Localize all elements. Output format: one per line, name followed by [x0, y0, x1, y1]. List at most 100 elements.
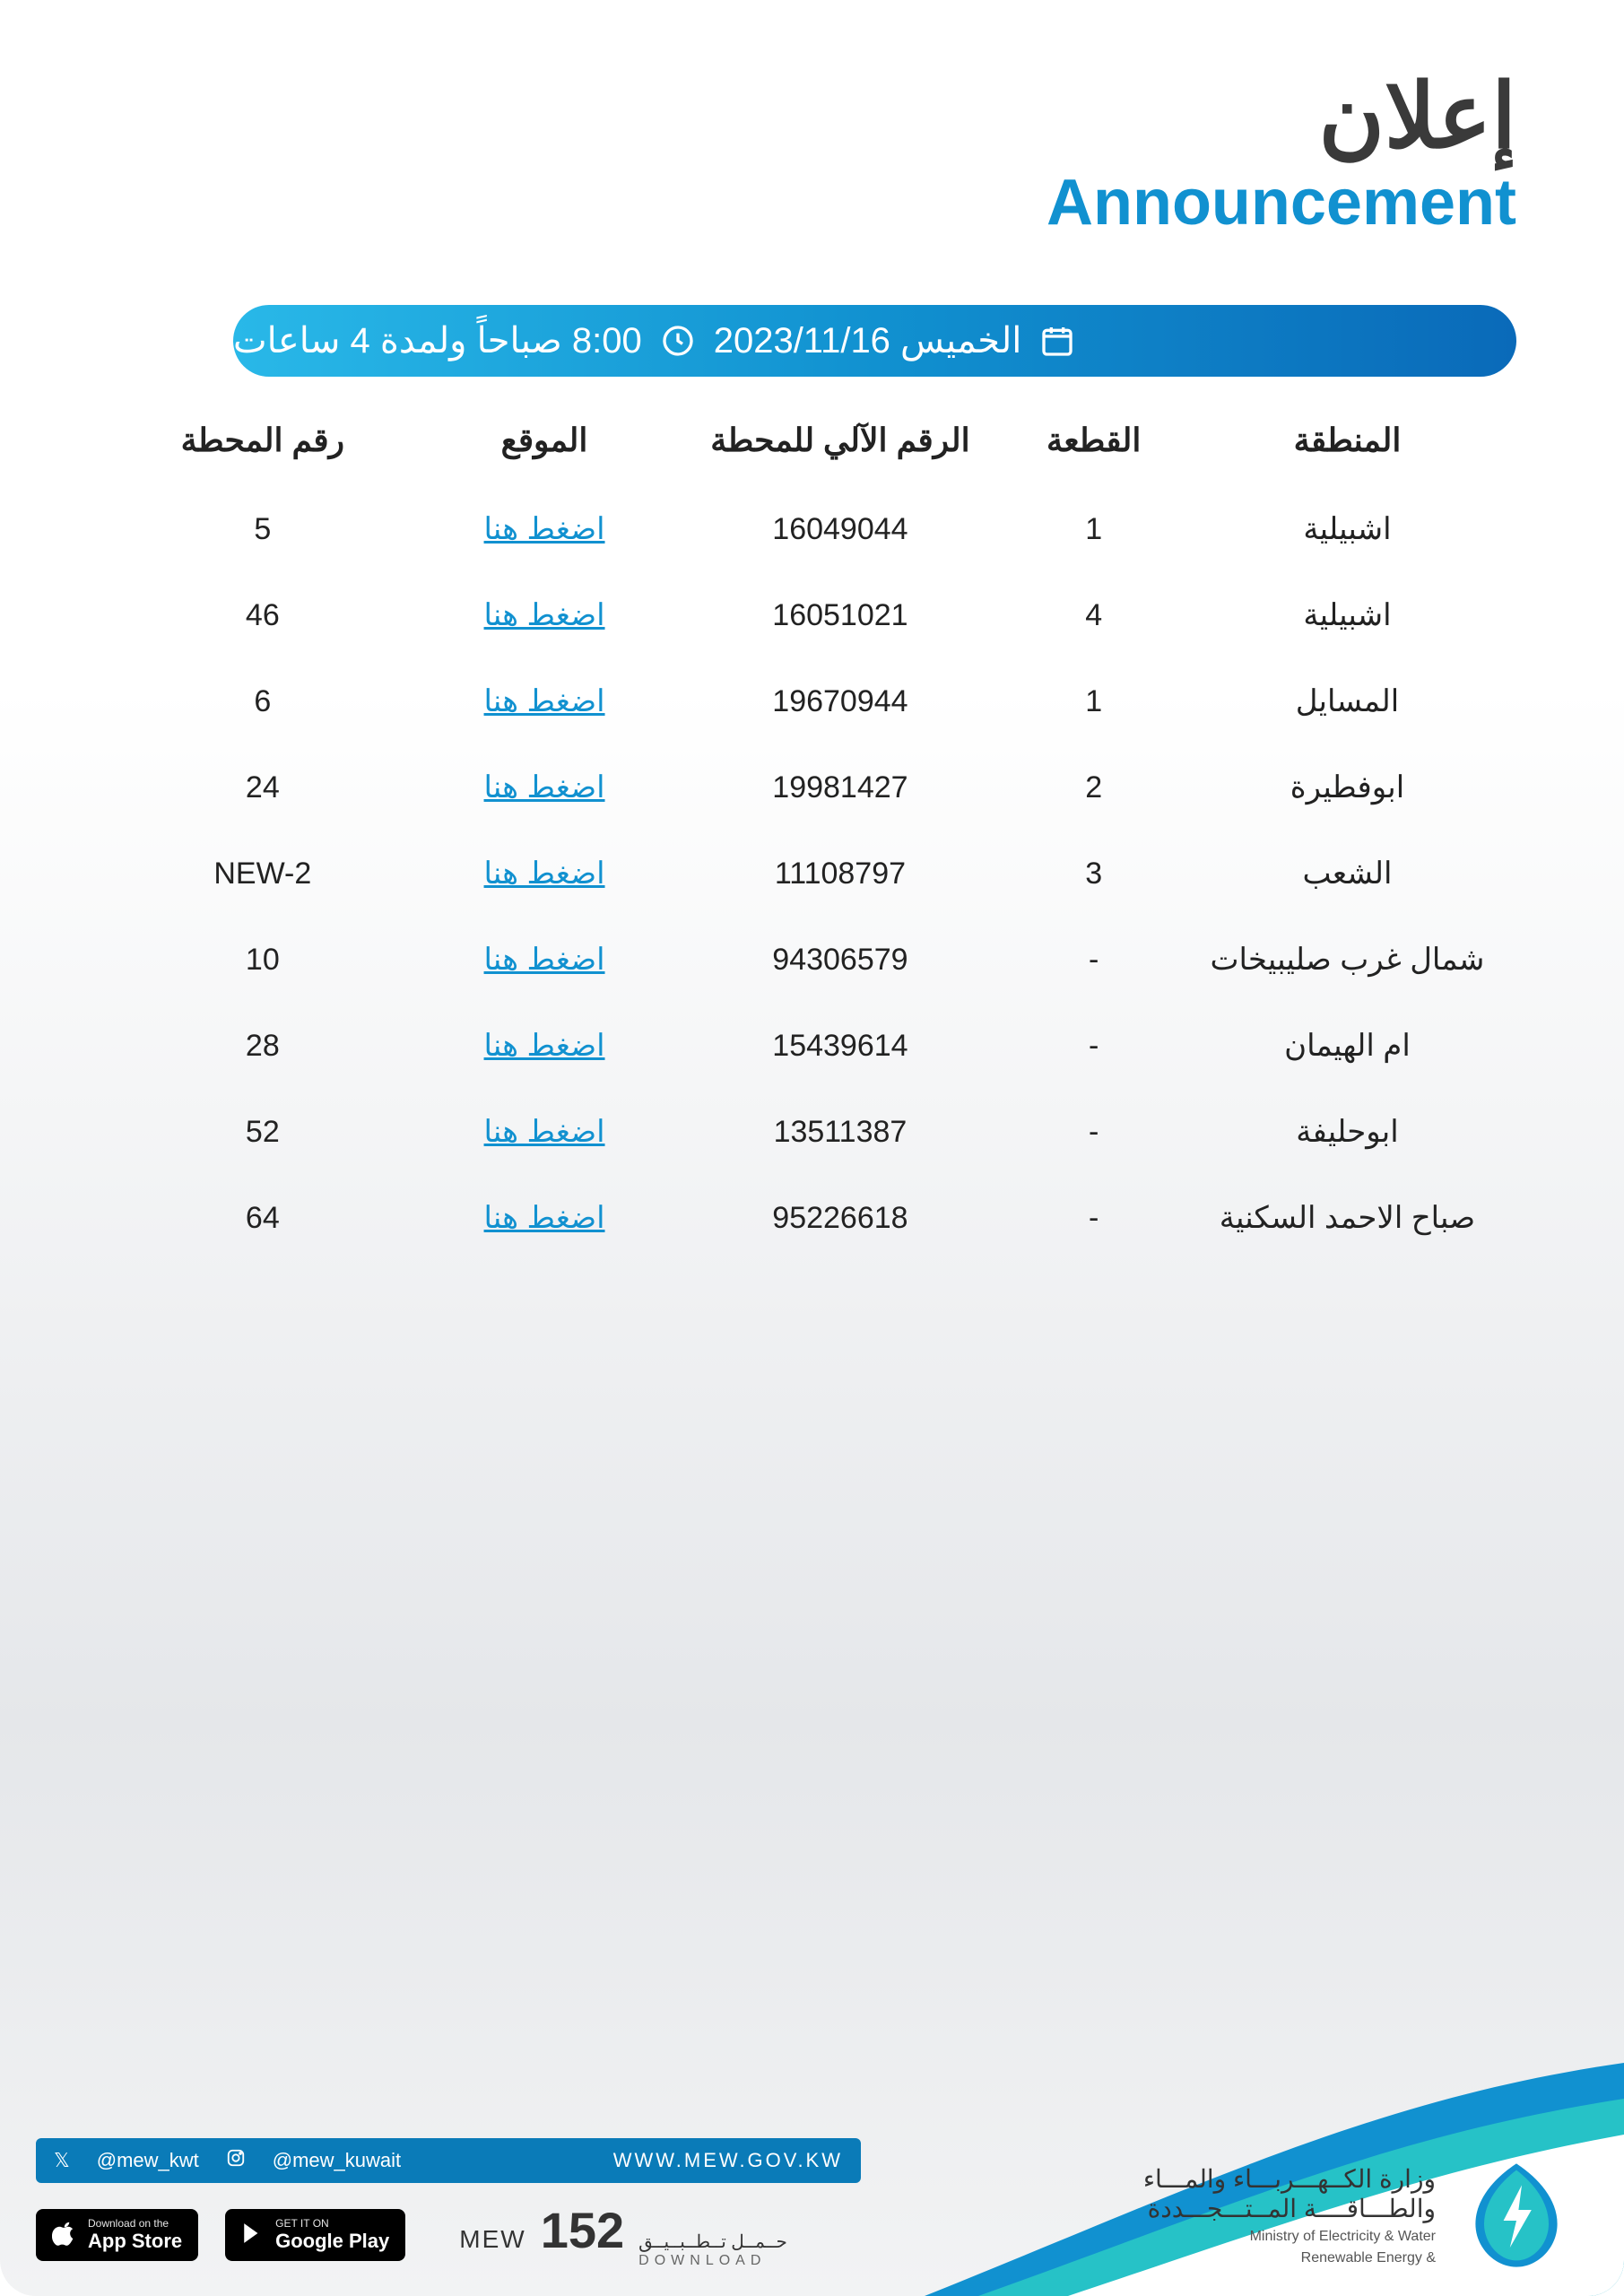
cell-location: اضغط هنا	[418, 744, 672, 831]
cell-block: 2	[1009, 744, 1178, 831]
cell-block: -	[1009, 1175, 1178, 1261]
cell-auto-no: 16051021	[671, 572, 1009, 658]
cell-area: الشعب	[1178, 831, 1516, 917]
location-link[interactable]: اضغط هنا	[484, 1029, 605, 1063]
table-row: اشبيلية416051021اضغط هنا46	[108, 572, 1516, 658]
cell-station-no: NEW-2	[108, 831, 418, 917]
time-label: 8:00 صباحاً ولمدة 4 ساعات	[233, 320, 642, 361]
announcement-page: إعلان Announcement الخميس 2023/11/16 8:0…	[0, 0, 1624, 2296]
title-ar: إعلان	[1046, 72, 1516, 161]
cell-station-no: 46	[108, 572, 418, 658]
outage-table-area: المنطقة القطعة الرقم الآلي للمحطة الموقع…	[108, 404, 1516, 1261]
cell-location: اضغط هنا	[418, 572, 672, 658]
cell-area: ام الهيمان	[1178, 1003, 1516, 1089]
store-row: Download on the App Store GET IT ON Goog…	[36, 2201, 861, 2269]
table-row: صباح الاحمد السكنية-95226618 اضغط هنا 64	[108, 1175, 1516, 1261]
ministry-ar-1: وزارة الكــهـــربـــاء والمـــاء	[1143, 2164, 1436, 2194]
cell-area: ابوفطيرة	[1178, 744, 1516, 831]
cell-auto-no: 19670944	[671, 658, 1009, 744]
download-en: DOWNLOAD	[638, 2253, 766, 2269]
cell-auto-no: 16049044	[671, 486, 1009, 572]
mew-label: MEW	[459, 2225, 525, 2254]
mew-app-block: حــمــل تــطــبــيــق DOWNLOAD 152 MEW	[459, 2201, 787, 2269]
cell-station-no: 24	[108, 744, 418, 831]
col-station-no: رقم المحطة	[108, 404, 418, 486]
col-location: الموقع	[418, 404, 672, 486]
apple-icon	[52, 2221, 77, 2250]
table-row: ابوفطيرة219981427 اضغط هنا 24	[108, 744, 1516, 831]
cell-location: اضغط هنا	[418, 486, 672, 572]
date-label: الخميس 2023/11/16	[714, 320, 1022, 361]
cell-auto-no: 13511387	[671, 1089, 1009, 1175]
ministry-block: وزارة الكــهـــربـــاء والمـــاء والطـــ…	[1143, 2161, 1570, 2269]
cell-block: -	[1009, 917, 1178, 1003]
col-block: القطعة	[1009, 404, 1178, 486]
table-row: الشعب311108797 اضغط هنا NEW-2	[108, 831, 1516, 917]
location-link[interactable]: اضغط هنا	[484, 857, 605, 891]
x-icon: 𝕏	[54, 2149, 70, 2172]
cell-area: صباح الاحمد السكنية	[1178, 1175, 1516, 1261]
cell-area: شمال غرب صليبيخات	[1178, 917, 1516, 1003]
cell-auto-no: 11108797	[671, 831, 1009, 917]
ministry-en-2: & Renewable Energy	[1143, 2250, 1436, 2266]
ministry-ar-2: والطـــاقــــة المــتـــجـــددة	[1143, 2194, 1436, 2223]
cell-block: -	[1009, 1003, 1178, 1089]
cell-auto-no: 15439614	[671, 1003, 1009, 1089]
cell-location: اضغط هنا	[418, 1089, 672, 1175]
cell-station-no: 64	[108, 1175, 418, 1261]
ministry-logo-icon	[1463, 2161, 1570, 2269]
table-row: اشبيلية116049044 اضغط هنا 5	[108, 486, 1516, 572]
playstore-small: GET IT ON	[275, 2218, 389, 2230]
title-en: Announcement	[1046, 170, 1516, 235]
outage-table: المنطقة القطعة الرقم الآلي للمحطة الموقع…	[108, 404, 1516, 1261]
cell-block: 3	[1009, 831, 1178, 917]
cell-area: المسايل	[1178, 658, 1516, 744]
col-auto-no: الرقم الآلي للمحطة	[671, 404, 1009, 486]
cell-station-no: 6	[108, 658, 418, 744]
cell-station-no: 5	[108, 486, 418, 572]
page-header: إعلان Announcement	[1046, 72, 1516, 235]
appstore-small: Download on the	[88, 2218, 182, 2230]
table-header-row: المنطقة القطعة الرقم الآلي للمحطة الموقع…	[108, 404, 1516, 486]
cell-block: 1	[1009, 486, 1178, 572]
ministry-en-1: Ministry of Electricity & Water	[1143, 2229, 1436, 2245]
cell-area: ابوحليفة	[1178, 1089, 1516, 1175]
appstore-big: App Store	[88, 2231, 182, 2252]
location-link[interactable]: اضغط هنا	[484, 1115, 605, 1149]
calendar-icon	[1039, 323, 1075, 359]
playstore-big: Google Play	[275, 2231, 389, 2252]
location-link[interactable]: اضغط هنا	[484, 598, 605, 632]
table-row: شمال غرب صليبيخات-94306579اضغط هنا10	[108, 917, 1516, 1003]
cell-auto-no: 19981427	[671, 744, 1009, 831]
clock-icon	[660, 323, 696, 359]
cell-location: اضغط هنا	[418, 1003, 672, 1089]
date-time-bar: الخميس 2023/11/16 8:00 صباحاً ولمدة 4 سا…	[233, 305, 1516, 377]
website-label: WWW.MEW.GOV.KW	[613, 2149, 843, 2172]
col-area: المنطقة	[1178, 404, 1516, 486]
location-link[interactable]: اضغط هنا	[484, 943, 605, 977]
cell-block: -	[1009, 1089, 1178, 1175]
location-link[interactable]: اضغط هنا	[484, 512, 605, 546]
page-footer: 𝕏 @mew_kwt @mew_kuwait WWW.MEW.GOV.KW Do…	[0, 2045, 1624, 2296]
location-link[interactable]: اضغط هنا	[484, 684, 605, 718]
cell-location: اضغط هنا	[418, 831, 672, 917]
cell-station-no: 52	[108, 1089, 418, 1175]
ig-handle: @mew_kuwait	[273, 2149, 401, 2172]
cell-auto-no: 94306579	[671, 917, 1009, 1003]
social-handles: 𝕏 @mew_kwt @mew_kuwait	[54, 2148, 401, 2173]
cell-auto-no: 95226618	[671, 1175, 1009, 1261]
cell-location: اضغط هنا	[418, 1175, 672, 1261]
location-link[interactable]: اضغط هنا	[484, 1201, 605, 1235]
appstore-badge[interactable]: Download on the App Store	[36, 2209, 198, 2260]
location-link[interactable]: اضغط هنا	[484, 770, 605, 804]
table-row: المسايل119670944اضغط هنا6	[108, 658, 1516, 744]
instagram-icon	[226, 2148, 246, 2173]
table-row: ابوحليفة-13511387 اضغط هنا 52	[108, 1089, 1516, 1175]
download-ar: حــمــل تــطــبــيــق	[638, 2231, 787, 2253]
ministry-text: وزارة الكــهـــربـــاء والمـــاء والطـــ…	[1143, 2164, 1436, 2266]
cell-area: اشبيلية	[1178, 486, 1516, 572]
mew-number: 152	[541, 2201, 624, 2259]
cell-location: اضغط هنا	[418, 658, 672, 744]
table-row: ام الهيمان-15439614اضغط هنا28	[108, 1003, 1516, 1089]
playstore-badge[interactable]: GET IT ON Google Play	[225, 2209, 405, 2260]
